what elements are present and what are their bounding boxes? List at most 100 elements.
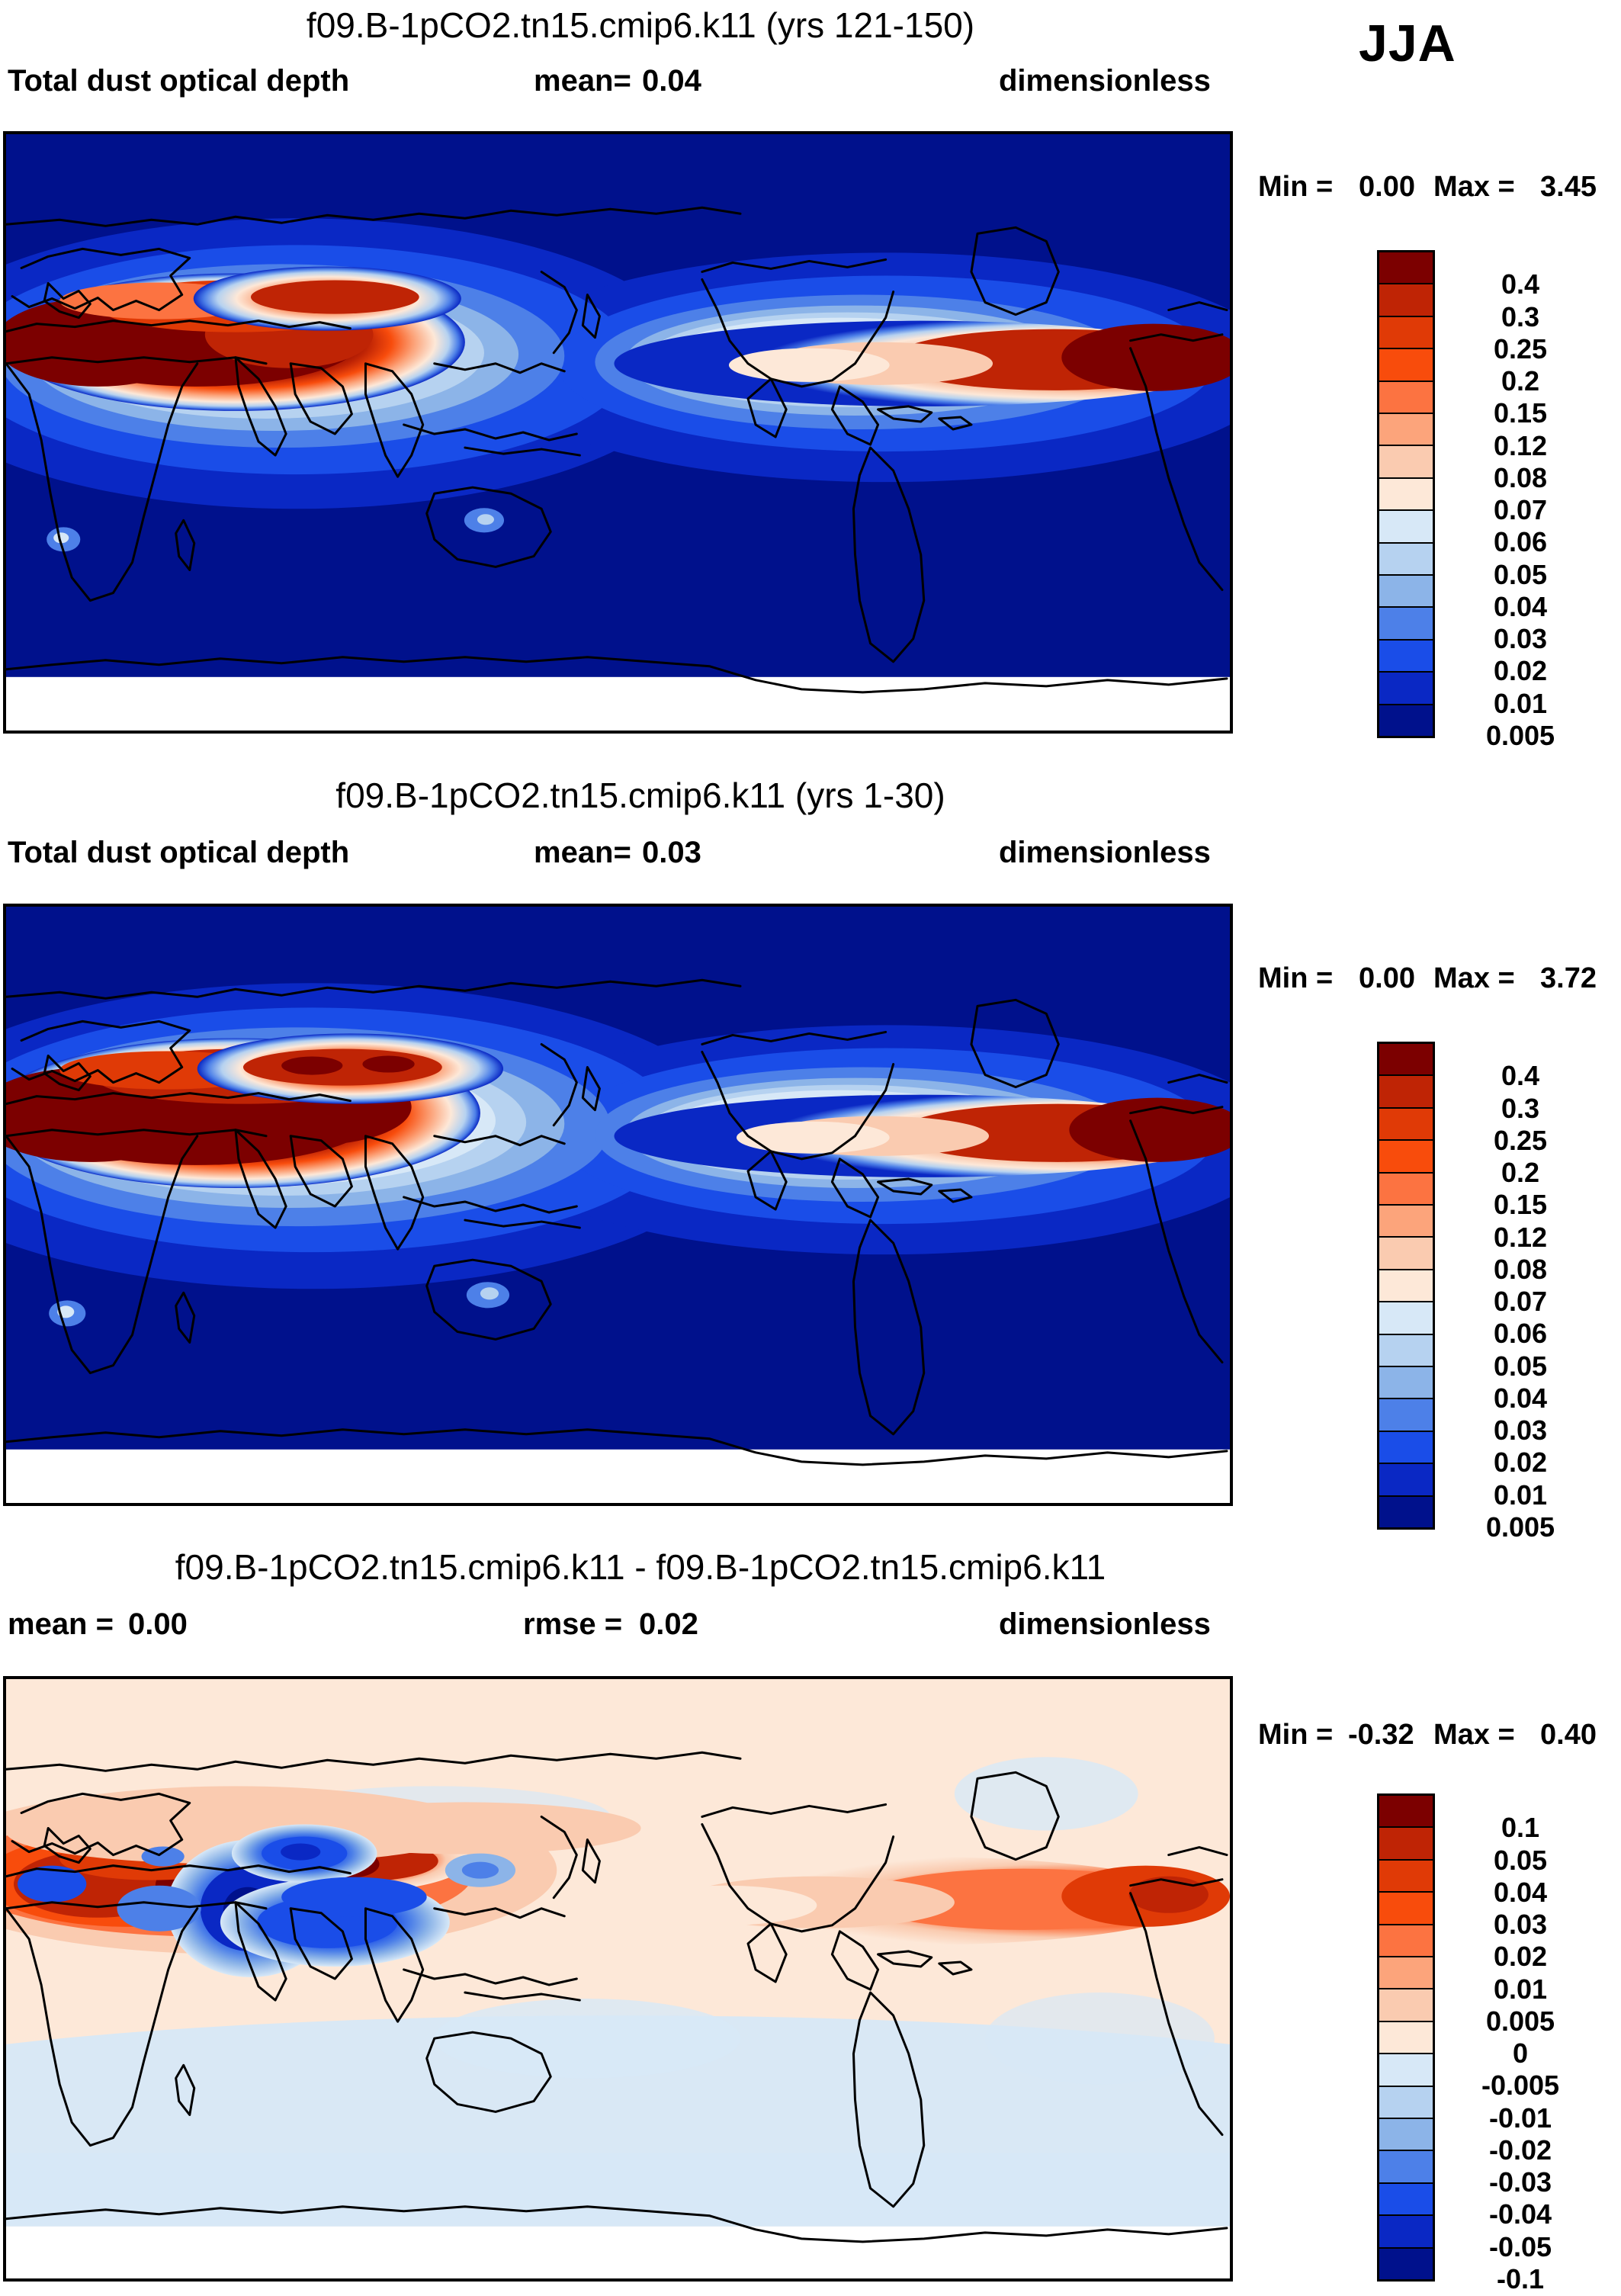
colorbar-swatch	[1379, 1173, 1433, 1206]
map-field-diff	[6, 1679, 1230, 2278]
colorbar-swatch	[1379, 1399, 1433, 1432]
panel-diff-mean-label: mean =	[8, 1607, 114, 1641]
colorbar-swatch	[1379, 2151, 1433, 2184]
colorbar-tick-label: 0.03	[1493, 1909, 1548, 1941]
colorbar-swatch	[1379, 1302, 1433, 1335]
colorbar-swatch	[1379, 2054, 1433, 2087]
colorbar-swatch	[1379, 1893, 1433, 1925]
panel-middle-title: f09.B-1pCO2.tn15.cmip6.k11 (yrs 1-30)	[335, 776, 945, 815]
colorbar-labels-top: 0.4 0.3 0.25 0.2 0.15 0.12 0.08 0.07 0.06 0.05 0.0…	[1435, 250, 1606, 751]
colorbar-swatch	[1379, 1860, 1433, 1893]
colorbar-tick-label: 0.25	[1493, 1124, 1548, 1156]
colorbar-tick-label: -0.04	[1488, 2198, 1552, 2230]
panel-middle-mean-label: mean=	[534, 836, 631, 869]
colorbar-swatch	[1379, 673, 1433, 705]
colorbar-swatch	[1379, 2183, 1433, 2217]
panel-top-mean-label: mean=	[534, 64, 631, 98]
colorbar-swatch	[1379, 1238, 1433, 1270]
colorbar-swatch	[1379, 1796, 1433, 1829]
colorbar-swatch	[1379, 2086, 1433, 2120]
colorbar-tick-label: 0.1	[1501, 1812, 1540, 1844]
colorbar-swatch	[1379, 1270, 1433, 1303]
panel-middle-min-value: 0.00	[1359, 962, 1415, 994]
colorbar-tick-label: 0.005	[1485, 1511, 1555, 1543]
colorbar-strip-middle	[1377, 1042, 1435, 1530]
colorbar-tick-label: 0.4	[1501, 268, 1540, 300]
colorbar-swatch	[1379, 2119, 1433, 2152]
colorbar-swatch	[1379, 1141, 1433, 1174]
colorbar-swatch	[1379, 316, 1433, 350]
colorbar-swatch	[1379, 1044, 1433, 1077]
panel-top-min-label: Min =	[1258, 171, 1334, 203]
colorbar-tick-label: 0.15	[1493, 397, 1548, 429]
colorbar-panel-middle[interactable]: 0.4 0.3 0.25 0.2 0.15 0.12 0.08 0.07 0.06 0.05 0.0…	[1377, 1042, 1606, 1543]
colorbar-swatch	[1379, 2216, 1433, 2249]
panel-diff-max-label: Max =	[1433, 1719, 1515, 1751]
panel-diff-max-value: 0.40	[1540, 1719, 1597, 1751]
colorbar-swatch	[1379, 1076, 1433, 1109]
colorbar-tick-label: 0.01	[1493, 1479, 1548, 1511]
panel-diff-rmse-value: 0.02	[639, 1607, 698, 1641]
panel-top-units: dimensionless	[999, 64, 1211, 98]
colorbar-swatch	[1379, 1496, 1433, 1528]
colorbar-swatch	[1379, 511, 1433, 544]
colorbar-swatch	[1379, 1108, 1433, 1142]
colorbar-tick-label: 0.4	[1501, 1060, 1540, 1092]
colorbar-swatch	[1379, 543, 1433, 576]
colorbar-tick-label: 0.005	[1485, 720, 1555, 751]
panel-middle-mean-value: 0.03	[642, 836, 701, 869]
panel-top-min-value: 0.00	[1359, 171, 1415, 203]
colorbar-tick-label: 0.03	[1493, 1415, 1548, 1447]
colorbar-labels-middle: 0.4 0.3 0.25 0.2 0.15 0.12 0.08 0.07 0.06 0.05 0.0…	[1435, 1042, 1606, 1543]
colorbar-swatch	[1379, 1828, 1433, 1861]
colorbar-tick-label: 0.01	[1493, 687, 1548, 719]
colorbar-tick-label: 0.02	[1493, 1941, 1548, 1973]
colorbar-swatch	[1379, 1367, 1433, 1400]
colorbar-swatch	[1379, 1957, 1433, 1990]
panel-middle-max-value: 3.72	[1540, 962, 1597, 994]
panel-middle-min-label: Min =	[1258, 962, 1334, 994]
colorbar-tick-label: 0.05	[1493, 558, 1548, 590]
colorbar-swatch	[1379, 1334, 1433, 1368]
colorbar-swatch	[1379, 252, 1433, 285]
colorbar-tick-label: 0.12	[1493, 1221, 1548, 1253]
colorbar-panel-top[interactable]: 0.4 0.3 0.25 0.2 0.15 0.12 0.08 0.07 0.06 0.05 0.0…	[1377, 250, 1606, 751]
colorbar-panel-diff[interactable]: 0.1 0.05 0.04 0.03 0.02 0.01 0.005 0 -0.005 -0.01…	[1377, 1793, 1621, 2294]
colorbar-tick-label: 0.15	[1493, 1189, 1548, 1221]
colorbar-tick-label: -0.005	[1481, 2070, 1560, 2102]
map-panel-top[interactable]	[3, 131, 1233, 734]
colorbar-tick-label: 0.07	[1493, 1286, 1548, 1318]
colorbar-strip-diff	[1377, 1793, 1435, 2282]
colorbar-swatch	[1379, 381, 1433, 415]
colorbar-strip-top	[1377, 250, 1435, 738]
colorbar-tick-label: -0.02	[1488, 2134, 1552, 2166]
colorbar-tick-label: 0.04	[1493, 590, 1548, 622]
colorbar-tick-label: 0.04	[1493, 1382, 1548, 1414]
colorbar-swatch	[1379, 705, 1433, 737]
panel-diff-title: f09.B-1pCO2.tn15.cmip6.k11 - f09.B-1pCO2…	[175, 1547, 1106, 1587]
colorbar-tick-label: 0.01	[1493, 1973, 1548, 2005]
colorbar-tick-label: 0.08	[1493, 1253, 1548, 1285]
colorbar-labels-diff: 0.1 0.05 0.04 0.03 0.02 0.01 0.005 0 -0.005 -0.01…	[1435, 1793, 1621, 2294]
colorbar-tick-label: 0.05	[1493, 1844, 1548, 1876]
colorbar-tick-label: 0.25	[1493, 332, 1548, 364]
colorbar-swatch	[1379, 576, 1433, 609]
map-panel-middle[interactable]	[3, 904, 1233, 1506]
map-panel-diff[interactable]	[3, 1676, 1233, 2282]
colorbar-tick-label: 0.3	[1501, 300, 1540, 332]
colorbar-tick-label: 0.2	[1501, 1157, 1540, 1189]
panel-middle-varname: Total dust optical depth	[8, 836, 350, 869]
colorbar-swatch	[1379, 2021, 1433, 2055]
colorbar-tick-label: -0.05	[1488, 2230, 1552, 2262]
panel-diff-min-label: Min =	[1258, 1719, 1334, 1751]
panel-diff-rmse-label: rmse =	[523, 1607, 623, 1641]
colorbar-swatch	[1379, 1464, 1433, 1497]
colorbar-swatch	[1379, 284, 1433, 317]
colorbar-tick-label: 0	[1512, 2037, 1529, 2070]
colorbar-swatch	[1379, 349, 1433, 382]
panel-middle-max-label: Max =	[1433, 962, 1515, 994]
colorbar-tick-label: -0.01	[1488, 2102, 1552, 2134]
colorbar-tick-label: 0.005	[1485, 2005, 1555, 2037]
colorbar-tick-label: 0.12	[1493, 429, 1548, 461]
panel-diff-min-value: -0.32	[1348, 1719, 1414, 1751]
